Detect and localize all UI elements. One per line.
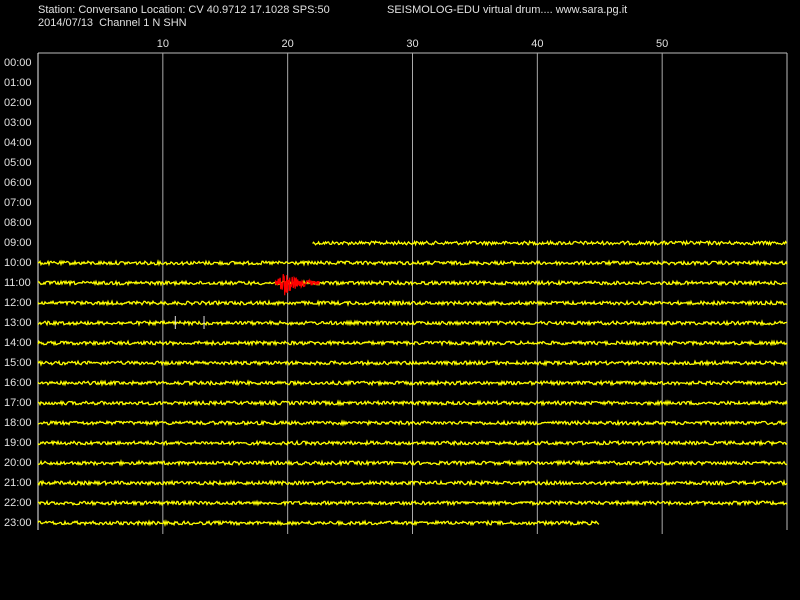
- trace: [37, 359, 788, 367]
- row-label: 06:00: [4, 177, 32, 189]
- trace: [37, 339, 788, 347]
- row-label: 17:00: [4, 397, 32, 409]
- row-label: 02:00: [4, 97, 32, 109]
- row-label: 09:00: [4, 237, 32, 249]
- row-label: 13:00: [4, 317, 32, 329]
- x-tick-label: 20: [282, 38, 294, 50]
- trace: [37, 299, 788, 307]
- row-label: 14:00: [4, 337, 32, 349]
- trace: [37, 419, 788, 427]
- row-label: 18:00: [4, 417, 32, 429]
- trace: [37, 399, 788, 407]
- event: [274, 274, 320, 296]
- x-tick-label: 40: [531, 38, 543, 50]
- trace: [37, 379, 788, 387]
- trace: [37, 279, 788, 287]
- row-label: 15:00: [4, 357, 32, 369]
- x-tick-label: 10: [157, 38, 169, 50]
- program-info: SEISMOLOG-EDU virtual drum.... www.sara.…: [387, 4, 627, 16]
- row-label: 00:00: [4, 57, 32, 69]
- trace: [37, 439, 788, 447]
- x-tick-label: 50: [656, 38, 668, 50]
- row-label: 21:00: [4, 477, 32, 489]
- row-label: 20:00: [4, 457, 32, 469]
- trace: [312, 239, 788, 247]
- trace: [37, 479, 788, 487]
- row-label: 16:00: [4, 377, 32, 389]
- row-label: 12:00: [4, 297, 32, 309]
- x-tick-label: 30: [406, 38, 418, 50]
- row-label: 05:00: [4, 157, 32, 169]
- row-label: 01:00: [4, 77, 32, 89]
- row-label: 08:00: [4, 217, 32, 229]
- trace: [37, 319, 788, 327]
- row-label: 19:00: [4, 437, 32, 449]
- row-label: 07:00: [4, 197, 32, 209]
- station-info: Station: Conversano Location: CV 40.9712…: [38, 4, 330, 16]
- date-info: 2014/07/13 Channel 1 N SHN: [38, 17, 187, 29]
- row-label: 04:00: [4, 137, 32, 149]
- row-label: 10:00: [4, 257, 32, 269]
- row-label: 11:00: [4, 277, 31, 289]
- row-label: 22:00: [4, 497, 32, 509]
- trace: [37, 458, 788, 467]
- row-label: 23:00: [4, 517, 32, 529]
- trace: [37, 259, 788, 267]
- row-label: 03:00: [4, 117, 32, 129]
- trace: [37, 519, 600, 528]
- trace: [37, 499, 788, 507]
